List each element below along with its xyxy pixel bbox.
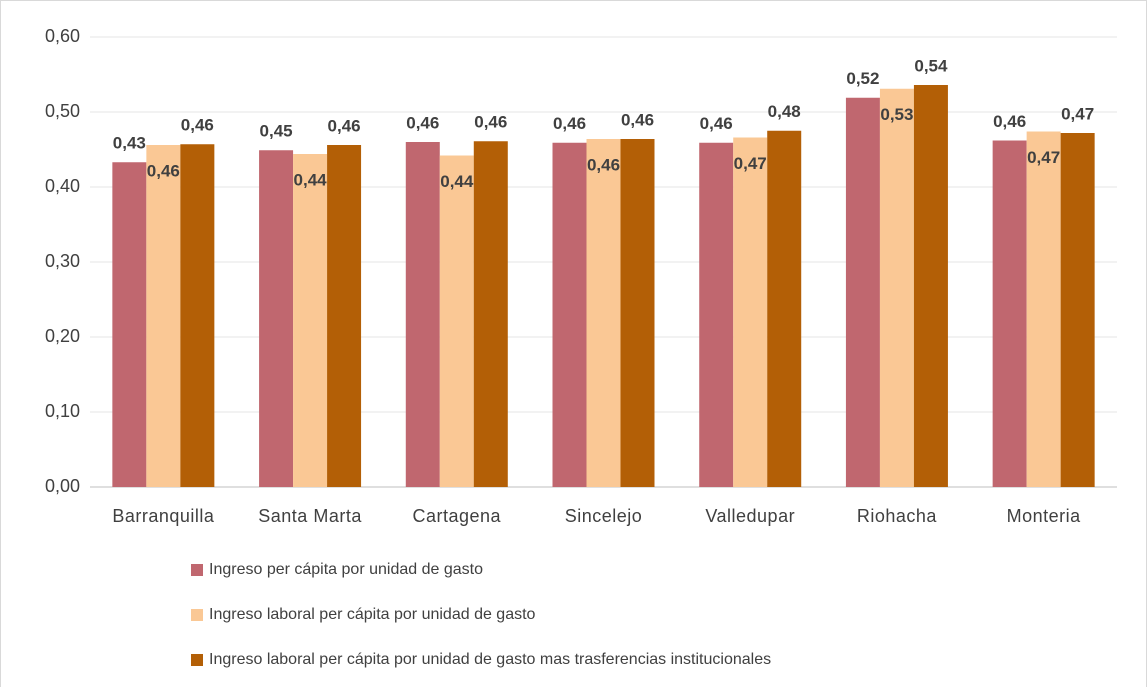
x-tick-label: Sincelejo [565,506,643,526]
value-label: 0,46 [474,113,507,132]
y-tick-label: 0,50 [45,101,80,121]
bar [439,155,474,487]
bar [293,154,328,487]
value-label: 0,46 [700,114,733,133]
bar [552,142,587,487]
x-tick-label: Santa Marta [258,506,362,526]
value-label: 0,46 [328,116,361,135]
value-label: 0,46 [621,110,654,129]
bar [1026,131,1061,487]
value-label: 0,44 [294,170,328,189]
bar [586,139,621,487]
bar [112,162,147,487]
value-label: 0,46 [181,116,214,135]
bar [1060,133,1095,487]
value-label: 0,47 [1061,104,1094,123]
value-label: 0,54 [914,56,948,75]
value-label: 0,52 [846,69,879,88]
x-tick-label: Cartagena [413,506,502,526]
y-tick-label: 0,60 [45,26,80,46]
legend-label: Ingreso laboral per cápita por unidad de… [209,651,771,668]
legend-swatch [191,564,203,576]
legend-label: Ingreso laboral per cápita por unidad de… [209,606,536,623]
y-tick-label: 0,00 [45,476,80,496]
bar [180,144,215,487]
bar [473,141,508,487]
value-label: 0,48 [768,102,801,121]
bar [699,142,734,487]
value-label: 0,43 [113,134,146,153]
legend-label: Ingreso per cápita por unidad de gasto [209,561,483,578]
value-label: 0,53 [880,105,913,124]
value-label: 0,45 [260,122,293,141]
x-tick-label: Riohacha [857,506,938,526]
x-tick-label: Barranquilla [112,506,215,526]
bar [992,140,1027,487]
value-label: 0,44 [440,172,474,191]
y-tick-label: 0,30 [45,251,80,271]
x-tick-label: Monteria [1007,506,1082,526]
bar [845,97,880,487]
legend-swatch [191,609,203,621]
bar [259,150,294,487]
legend-swatch [191,654,203,666]
value-label: 0,47 [1027,148,1060,167]
value-label: 0,46 [553,114,586,133]
y-tick-label: 0,40 [45,176,80,196]
value-label: 0,46 [147,161,180,180]
value-label: 0,46 [587,155,620,174]
bar [913,85,948,487]
y-tick-label: 0,10 [45,401,80,421]
x-tick-label: Valledupar [705,506,795,526]
value-label: 0,46 [406,113,439,132]
bar [146,145,181,487]
bar [733,137,768,487]
value-label: 0,47 [734,154,767,173]
bar [620,139,655,487]
bar [879,88,914,487]
value-label: 0,46 [993,112,1026,131]
bar [405,142,440,487]
bar [327,145,362,487]
y-tick-label: 0,20 [45,326,80,346]
bar [767,130,802,487]
